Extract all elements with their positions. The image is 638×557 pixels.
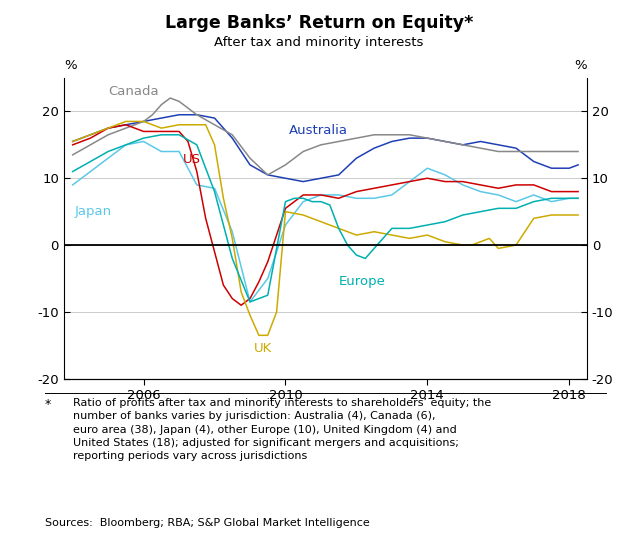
Text: Australia: Australia [289,124,348,136]
Text: Ratio of profits after tax and minority interests to shareholders’ equity; the
n: Ratio of profits after tax and minority … [73,398,492,461]
Text: After tax and minority interests: After tax and minority interests [214,36,424,49]
Text: %: % [574,59,587,72]
Text: *: * [45,398,51,411]
Text: %: % [64,59,77,72]
Text: Sources:  Bloomberg; RBA; S&P Global Market Intelligence: Sources: Bloomberg; RBA; S&P Global Mark… [45,518,369,528]
Text: Japan: Japan [75,205,112,218]
Text: Europe: Europe [339,275,385,289]
Text: Large Banks’ Return on Equity*: Large Banks’ Return on Equity* [165,14,473,32]
Text: Canada: Canada [108,85,159,98]
Text: UK: UK [253,342,272,355]
Text: US: US [182,153,200,166]
